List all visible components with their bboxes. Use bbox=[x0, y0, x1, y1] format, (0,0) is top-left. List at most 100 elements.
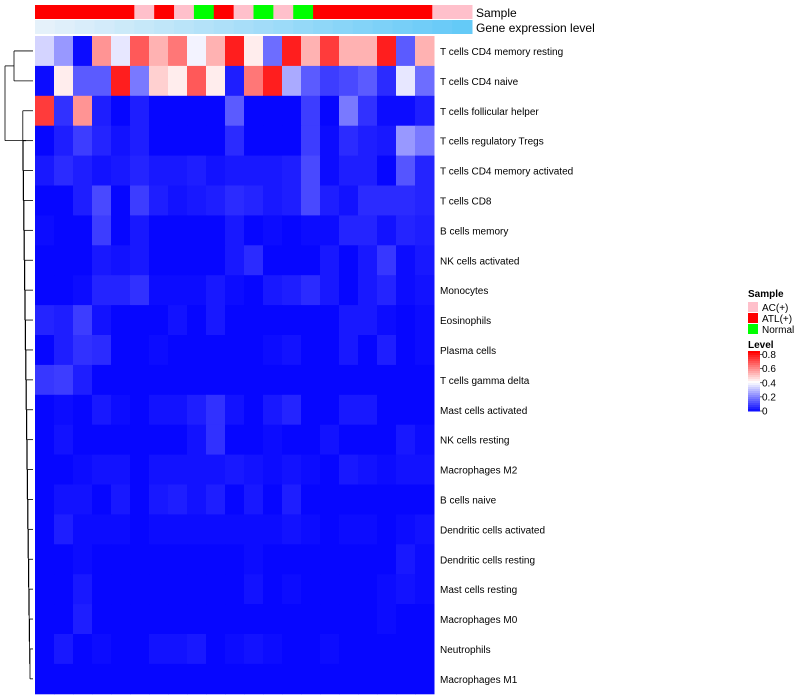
heatmap-cell bbox=[206, 394, 226, 426]
heatmap-cell bbox=[111, 604, 131, 635]
heatmap-cell bbox=[35, 574, 55, 605]
expression-track-cell bbox=[253, 20, 274, 34]
heatmap-cell bbox=[396, 663, 416, 695]
heatmap-cell bbox=[225, 454, 245, 485]
heatmap-cell bbox=[54, 364, 74, 396]
heatmap-cell bbox=[244, 95, 264, 127]
heatmap-cell bbox=[130, 36, 150, 67]
heatmap-cell bbox=[73, 275, 93, 306]
heatmap-cell bbox=[92, 95, 112, 127]
heatmap-cell bbox=[377, 36, 397, 67]
expression-track-cell bbox=[332, 20, 354, 34]
heatmap-cell bbox=[282, 215, 302, 246]
heatmap-cell bbox=[244, 215, 264, 246]
heatmap-cell bbox=[73, 604, 93, 635]
heatmap-cell bbox=[320, 394, 340, 426]
heatmap-cell bbox=[358, 275, 378, 306]
heatmap-cell bbox=[54, 604, 74, 635]
heatmap-cell bbox=[225, 125, 245, 157]
heatmap-cell bbox=[73, 424, 93, 456]
level-gradient-step bbox=[748, 363, 760, 366]
heatmap-cell bbox=[244, 125, 264, 157]
heatmap-cell bbox=[377, 634, 397, 665]
heatmap-cell bbox=[358, 394, 378, 426]
heatmap-cell bbox=[187, 424, 207, 456]
row-label: Macrophages M0 bbox=[440, 615, 518, 626]
heatmap-cell bbox=[73, 215, 93, 246]
expression-track-cell bbox=[174, 20, 195, 34]
heatmap-cell bbox=[168, 215, 188, 246]
level-gradient-step bbox=[748, 401, 760, 404]
heatmap-cell bbox=[377, 335, 397, 366]
heatmap-cell bbox=[301, 125, 321, 157]
heatmap-cell bbox=[35, 394, 55, 426]
heatmap-cell bbox=[339, 544, 359, 575]
heatmap-cell bbox=[206, 604, 226, 635]
row-label: T cells regulatory Tregs bbox=[440, 137, 544, 148]
heatmap-cell bbox=[320, 215, 340, 246]
heatmap-cell bbox=[187, 275, 207, 306]
heatmap-cell bbox=[149, 394, 169, 426]
sample-track-cell bbox=[432, 5, 453, 19]
heatmap-cell bbox=[168, 65, 188, 97]
heatmap-cell bbox=[73, 454, 93, 485]
heatmap-cell bbox=[73, 394, 93, 426]
heatmap-cell bbox=[320, 335, 340, 366]
heatmap-cell bbox=[339, 36, 359, 67]
heatmap-cell bbox=[35, 484, 55, 515]
heatmap-cell bbox=[92, 305, 112, 336]
heatmap-cell bbox=[206, 514, 226, 545]
expression-track-cell bbox=[412, 20, 433, 34]
expression-track-cell bbox=[94, 20, 115, 34]
heatmap-cell bbox=[149, 245, 169, 276]
row-label: Eosinophils bbox=[440, 316, 491, 327]
row-label: NK cells activated bbox=[440, 256, 519, 267]
heatmap-cell bbox=[320, 364, 340, 396]
heatmap-cell bbox=[282, 65, 302, 97]
heatmap-cell bbox=[168, 544, 188, 575]
heatmap-cell bbox=[168, 634, 188, 665]
heatmap-cell bbox=[358, 185, 378, 216]
heatmap-cell bbox=[54, 36, 74, 67]
heatmap-cell bbox=[377, 185, 397, 216]
sample-track-cell bbox=[273, 5, 294, 19]
heatmap-cell bbox=[149, 155, 169, 186]
level-gradient-step bbox=[748, 351, 760, 354]
heatmap-cell bbox=[244, 514, 264, 545]
heatmap-cell bbox=[320, 155, 340, 186]
heatmap-cell bbox=[320, 634, 340, 665]
level-tick-label: 0.2 bbox=[762, 392, 776, 403]
heatmap-cell bbox=[92, 65, 112, 97]
sample-track-cell bbox=[313, 5, 334, 19]
heatmap-cell bbox=[358, 574, 378, 605]
level-gradient-step bbox=[748, 353, 760, 356]
heatmap-cell bbox=[339, 305, 359, 336]
heatmap-cell bbox=[301, 275, 321, 306]
heatmap-cell bbox=[282, 394, 302, 426]
level-legend: Level 0.8 0.6 0.4 0.2 0 bbox=[748, 340, 776, 418]
row-label: B cells naive bbox=[440, 495, 497, 506]
heatmap-cell bbox=[111, 663, 131, 695]
level-gradient-step bbox=[748, 385, 760, 388]
row-label: T cells gamma delta bbox=[440, 376, 530, 387]
heatmap-cell bbox=[73, 484, 93, 515]
level-tick-label: 0.6 bbox=[762, 364, 776, 375]
legend-swatch bbox=[748, 324, 758, 334]
heatmap-cell bbox=[187, 65, 207, 97]
heatmap-cell bbox=[54, 125, 74, 157]
heatmap-cell bbox=[187, 574, 207, 605]
level-gradient-step bbox=[748, 373, 760, 376]
heatmap-cell bbox=[263, 155, 283, 186]
heatmap-cell bbox=[396, 275, 416, 306]
heatmap-cell bbox=[415, 36, 435, 67]
heatmap-cell bbox=[54, 305, 74, 336]
heatmap-cell bbox=[396, 125, 416, 157]
heatmap-cell bbox=[54, 574, 74, 605]
heatmap-cell bbox=[396, 424, 416, 456]
heatmap-cell bbox=[149, 454, 169, 485]
heatmap-cell bbox=[187, 335, 207, 366]
level-gradient-step bbox=[748, 395, 760, 398]
heatmap-cell bbox=[225, 36, 245, 67]
heatmap-cell bbox=[358, 663, 378, 695]
